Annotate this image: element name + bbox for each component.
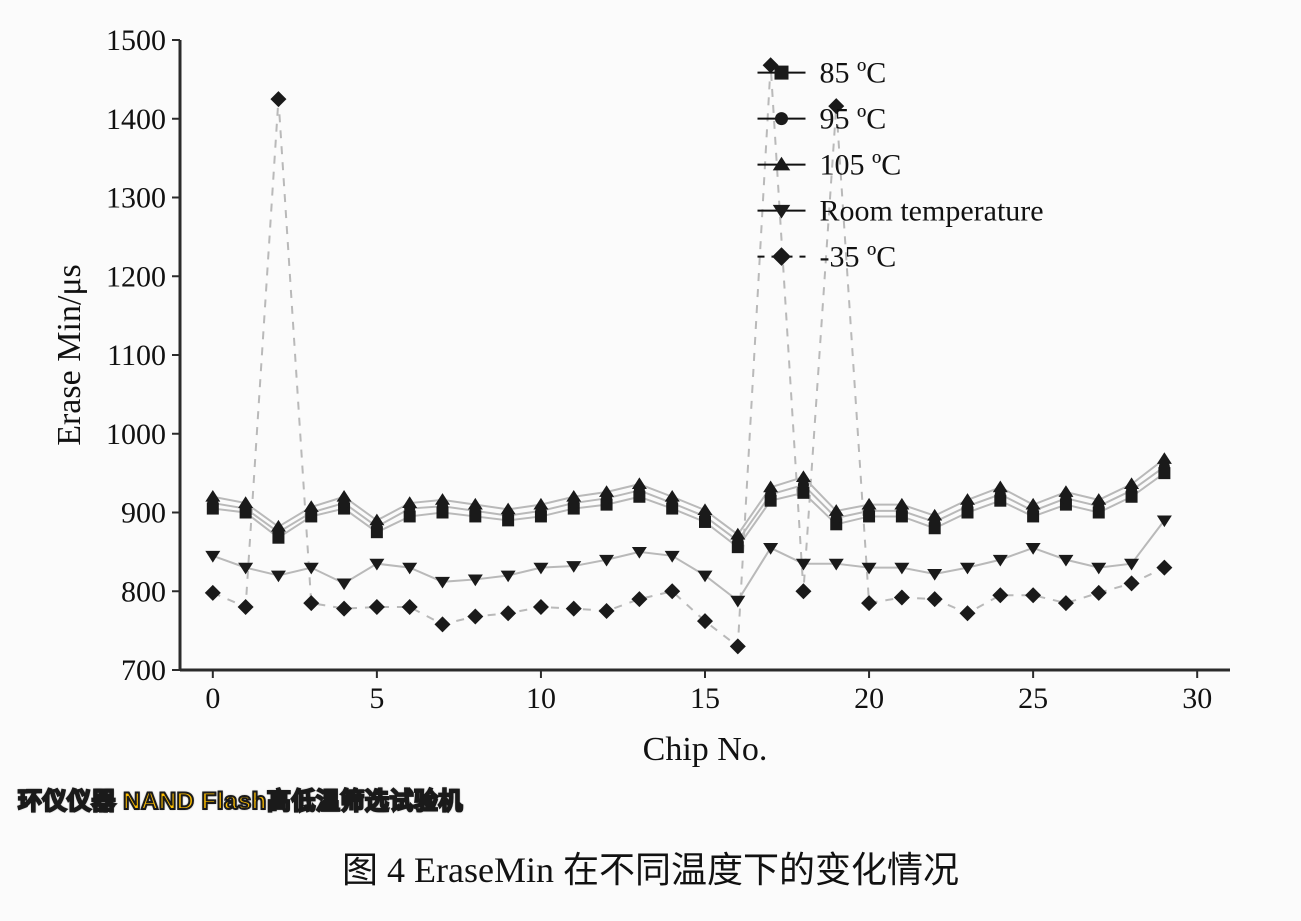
svg-text:1400: 1400: [106, 103, 166, 136]
svg-text:20: 20: [854, 682, 884, 715]
svg-text:1300: 1300: [106, 182, 166, 215]
svg-text:105 ºC: 105 ºC: [820, 149, 902, 182]
chart-container: 700 800 900 1000 1100 1200 1300 1400 1500 0 5 10 15 2…: [40, 20, 1260, 780]
svg-text:10: 10: [526, 682, 556, 715]
svg-text:1000: 1000: [106, 418, 166, 451]
svg-text:Room temperature: Room temperature: [820, 195, 1044, 228]
svg-text:15: 15: [690, 682, 720, 715]
svg-text:Chip No.: Chip No.: [643, 731, 768, 768]
svg-text:700: 700: [121, 654, 166, 687]
svg-text:Erase Min/μs: Erase Min/μs: [51, 264, 88, 446]
svg-text:0: 0: [205, 682, 220, 715]
svg-text:-35 ºC: -35 ºC: [820, 241, 897, 274]
erase-min-chart: 700 800 900 1000 1100 1200 1300 1400 1500 0 5 10 15 2…: [40, 20, 1260, 780]
svg-text:85 ºC: 85 ºC: [820, 57, 887, 90]
figure-caption: 图 4 EraseMin 在不同温度下的变化情况: [0, 841, 1301, 893]
svg-text:800: 800: [121, 575, 166, 608]
svg-text:1200: 1200: [106, 260, 166, 293]
svg-text:95 ºC: 95 ºC: [820, 103, 887, 136]
svg-text:900: 900: [121, 497, 166, 530]
svg-text:1500: 1500: [106, 24, 166, 57]
svg-text:1100: 1100: [107, 339, 166, 372]
svg-text:25: 25: [1018, 682, 1048, 715]
page-root: { "chart": { "type": "line-scatter", "xl…: [0, 0, 1301, 921]
watermark-text: 环仪仪器 NAND Flash高低温筛选试验机: [18, 781, 463, 816]
svg-text:5: 5: [369, 682, 384, 715]
svg-text:30: 30: [1182, 682, 1212, 715]
